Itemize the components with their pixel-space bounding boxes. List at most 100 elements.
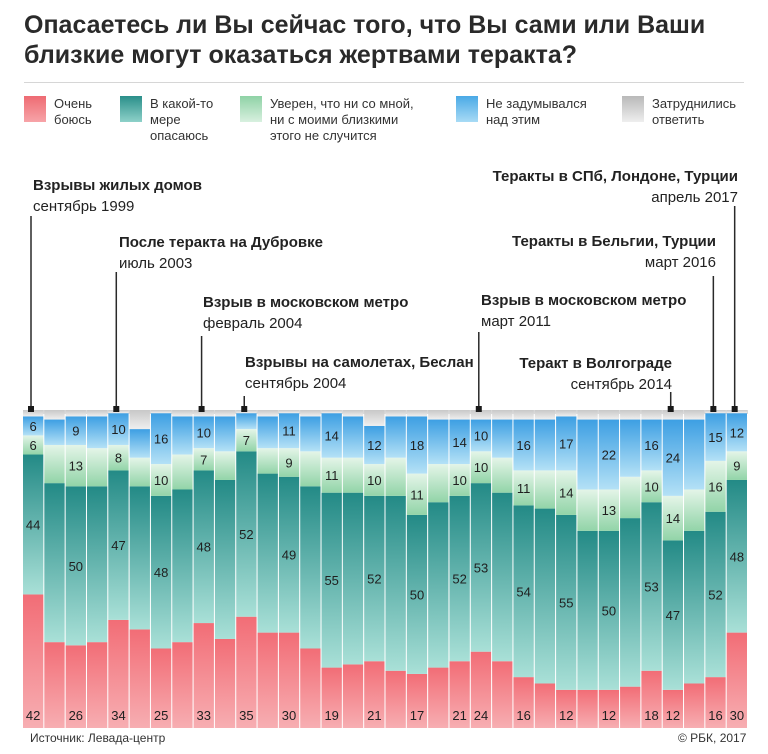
bar-19-undecided	[428, 410, 449, 420]
value-label-21-somewhat-afraid: 53	[474, 560, 488, 575]
legend-item-very-afraid: Очень боюсь	[24, 96, 92, 128]
value-label-2-somewhat-afraid: 50	[69, 559, 83, 574]
event-date-6: март 2016	[645, 254, 716, 271]
bar-32-somewhat-afraid	[705, 511, 726, 678]
legend-label-not-thought: Не задумывался над этим	[486, 96, 587, 127]
value-label-6-very-afraid: 25	[154, 708, 168, 723]
event-date-7: апрель 2017	[651, 189, 738, 206]
legend-swatch-somewhat-afraid	[120, 96, 142, 122]
bar-11-sure-not-happen	[257, 448, 278, 474]
bar-13-undecided	[300, 410, 321, 417]
value-label-0-sure-not-happen: 6	[30, 438, 37, 453]
value-label-16-very-afraid: 21	[367, 708, 381, 723]
value-label-12-somewhat-afraid: 49	[282, 548, 296, 563]
value-label-33-very-afraid: 30	[730, 708, 744, 723]
value-label-29-somewhat-afraid: 53	[644, 579, 658, 594]
bar-0-very-afraid	[23, 594, 44, 728]
value-label-30-somewhat-afraid: 47	[666, 608, 680, 623]
bar-25-very-afraid	[556, 689, 577, 728]
bar-25-sure-not-happen	[556, 470, 577, 515]
bar-12-very-afraid	[278, 632, 300, 728]
bar-26-somewhat-afraid	[577, 530, 598, 690]
bar-4-very-afraid	[108, 619, 129, 728]
bar-21-very-afraid	[470, 651, 492, 728]
bar-8-not-thought	[193, 416, 214, 449]
bar-33-very-afraid	[726, 632, 747, 728]
legend-item-undecided: Затруднились ответить	[622, 96, 736, 128]
bar-28-somewhat-afraid	[620, 518, 641, 687]
bar-17-very-afraid	[385, 670, 406, 728]
value-label-29-very-afraid: 18	[644, 708, 658, 723]
value-label-21-very-afraid: 24	[474, 708, 488, 723]
bar-32-not-thought	[705, 413, 726, 461]
event-date-5: сентябрь 2014	[571, 376, 672, 393]
bar-32-sure-not-happen	[705, 460, 726, 512]
legend-item-sure-not-happen: Уверен, что ни со мной, ни с моими близк…	[240, 96, 414, 144]
bar-12-undecided	[278, 410, 300, 414]
bar-24-not-thought	[534, 419, 556, 471]
value-label-30-sure-not-happen: 14	[666, 511, 680, 526]
value-label-14-very-afraid: 19	[324, 708, 338, 723]
value-label-4-somewhat-afraid: 47	[111, 538, 125, 553]
bar-30-not-thought	[662, 419, 684, 496]
event-title-7: Теракты в СПб, Лондоне, Турции	[493, 168, 738, 185]
bar-25-not-thought	[556, 416, 577, 471]
value-label-8-not-thought: 10	[197, 425, 211, 440]
legend-item-somewhat-afraid: В какой-то мере опасаюсь	[120, 96, 213, 144]
event-marker-7	[731, 406, 738, 412]
bar-10-somewhat-afraid	[236, 451, 257, 617]
bar-17-somewhat-afraid	[385, 495, 406, 671]
bar-7-somewhat-afraid	[172, 489, 193, 643]
bar-25-somewhat-afraid	[556, 514, 577, 690]
bar-0-undecided	[23, 410, 44, 417]
bar-6-somewhat-afraid	[150, 495, 172, 649]
value-label-23-somewhat-afraid: 54	[516, 584, 530, 599]
bar-14-very-afraid	[321, 667, 342, 728]
value-label-25-not-thought: 17	[559, 436, 573, 451]
bar-14-not-thought	[321, 413, 342, 458]
bar-4-sure-not-happen	[108, 444, 129, 471]
bar-19-somewhat-afraid	[428, 502, 449, 668]
value-label-6-somewhat-afraid: 48	[154, 565, 168, 580]
bar-28-sure-not-happen	[620, 476, 641, 519]
bar-26-very-afraid	[577, 689, 598, 728]
value-label-23-very-afraid: 16	[516, 708, 530, 723]
bar-23-somewhat-afraid	[513, 505, 534, 678]
bar-25-undecided	[556, 410, 577, 417]
value-label-4-sure-not-happen: 8	[115, 451, 122, 466]
bar-1-somewhat-afraid	[44, 483, 65, 643]
bar-15-not-thought	[342, 416, 364, 458]
legend-label-undecided: Затруднились ответить	[652, 96, 737, 127]
value-label-14-not-thought: 14	[324, 428, 338, 443]
bar-0-somewhat-afraid	[23, 454, 44, 595]
event-date-2: февраль 2004	[203, 315, 302, 332]
bar-29-very-afraid	[641, 670, 662, 728]
value-label-10-somewhat-afraid: 52	[239, 527, 253, 542]
event-title-3: Взрывы на самолетах, Беслан	[245, 354, 474, 371]
bar-32-very-afraid	[705, 677, 726, 728]
bar-28-very-afraid	[620, 686, 641, 728]
bar-22-somewhat-afraid	[492, 492, 513, 662]
bar-10-not-thought	[236, 413, 257, 430]
bar-13-somewhat-afraid	[300, 486, 321, 649]
event-marker-1	[113, 406, 120, 412]
bar-18-sure-not-happen	[406, 473, 428, 515]
bar-20-sure-not-happen	[449, 464, 470, 496]
bar-5-undecided	[129, 410, 150, 430]
value-label-18-not-thought: 18	[410, 438, 424, 453]
bar-30-somewhat-afraid	[662, 540, 684, 690]
bar-20-very-afraid	[449, 661, 470, 728]
value-label-32-not-thought: 15	[708, 430, 722, 445]
value-label-32-very-afraid: 16	[708, 708, 722, 723]
bar-1-not-thought	[44, 419, 65, 445]
bar-1-very-afraid	[44, 642, 65, 728]
bar-19-not-thought	[428, 419, 449, 465]
value-label-10-very-afraid: 35	[239, 708, 253, 723]
bar-9-very-afraid	[214, 638, 236, 728]
legend-label-sure-not-happen: Уверен, что ни со мной, ни с моими близк…	[270, 96, 414, 143]
bar-21-sure-not-happen	[470, 451, 492, 484]
bar-23-very-afraid	[513, 677, 534, 728]
bar-31-somewhat-afraid	[684, 530, 705, 684]
event-title-4: Взрыв в московском метро	[481, 292, 686, 309]
bar-2-somewhat-afraid	[65, 486, 86, 646]
